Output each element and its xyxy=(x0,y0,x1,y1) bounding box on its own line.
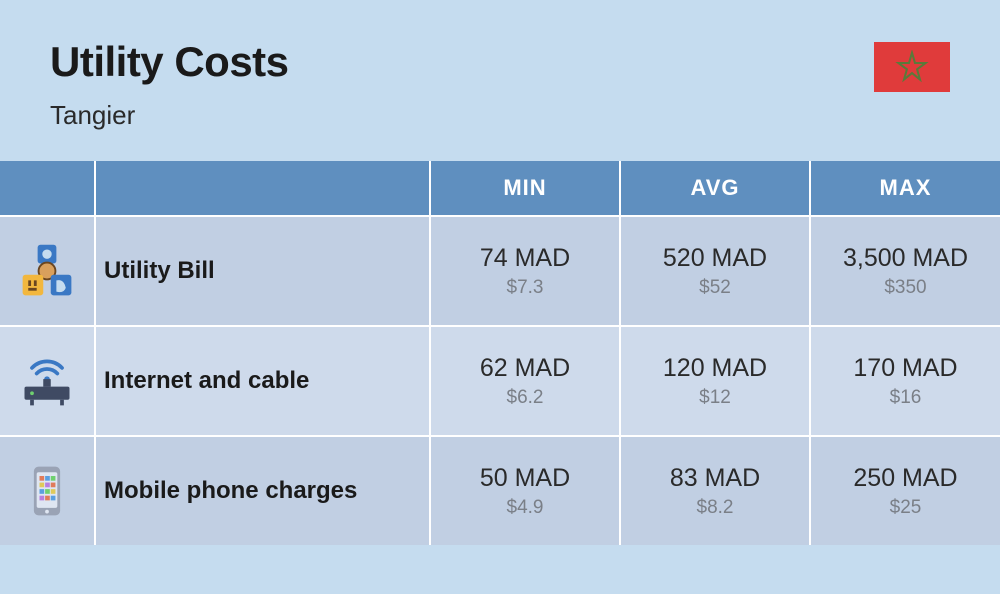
max-secondary: $25 xyxy=(811,497,1000,519)
cell-max: 170 MAD $16 xyxy=(810,326,1000,436)
mobile-phone-icon xyxy=(0,436,95,545)
cell-min: 74 MAD $7.3 xyxy=(430,216,620,326)
cell-max: 3,500 MAD $350 xyxy=(810,216,1000,326)
min-secondary: $7.3 xyxy=(431,277,619,299)
cell-min: 62 MAD $6.2 xyxy=(430,326,620,436)
cell-avg: 120 MAD $12 xyxy=(620,326,810,436)
row-label: Utility Bill xyxy=(95,216,430,326)
header-icon-blank xyxy=(0,161,95,216)
table-header-row: MIN AVG MAX xyxy=(0,161,1000,216)
min-secondary: $4.9 xyxy=(431,497,619,519)
table-row: Utility Bill 74 MAD $7.3 520 MAD $52 3,5… xyxy=(0,216,1000,326)
cell-min: 50 MAD $4.9 xyxy=(430,436,620,545)
page-title: Utility Costs xyxy=(50,38,289,86)
avg-primary: 520 MAD xyxy=(621,244,809,273)
col-avg: AVG xyxy=(620,161,810,216)
morocco-flag-icon xyxy=(874,42,950,92)
min-primary: 62 MAD xyxy=(431,354,619,383)
row-label: Internet and cable xyxy=(95,326,430,436)
cell-avg: 520 MAD $52 xyxy=(620,216,810,326)
max-secondary: $350 xyxy=(811,277,1000,299)
avg-primary: 83 MAD xyxy=(621,464,809,493)
avg-secondary: $8.2 xyxy=(621,497,809,519)
table-row: Internet and cable 62 MAD $6.2 120 MAD $… xyxy=(0,326,1000,436)
title-block: Utility Costs Tangier xyxy=(50,38,289,131)
table-row: Mobile phone charges 50 MAD $4.9 83 MAD … xyxy=(0,436,1000,545)
avg-secondary: $12 xyxy=(621,387,809,409)
cost-table: MIN AVG MAX xyxy=(0,161,1000,545)
min-secondary: $6.2 xyxy=(431,387,619,409)
min-primary: 74 MAD xyxy=(431,244,619,273)
page-subtitle: Tangier xyxy=(50,100,289,131)
row-label: Mobile phone charges xyxy=(95,436,430,545)
max-primary: 250 MAD xyxy=(811,464,1000,493)
max-primary: 3,500 MAD xyxy=(811,244,1000,273)
internet-cable-icon xyxy=(0,326,95,436)
col-min: MIN xyxy=(430,161,620,216)
page: Utility Costs Tangier MIN AVG MAX xyxy=(0,0,1000,594)
max-primary: 170 MAD xyxy=(811,354,1000,383)
min-primary: 50 MAD xyxy=(431,464,619,493)
header-label-blank xyxy=(95,161,430,216)
cell-avg: 83 MAD $8.2 xyxy=(620,436,810,545)
cell-max: 250 MAD $25 xyxy=(810,436,1000,545)
avg-primary: 120 MAD xyxy=(621,354,809,383)
avg-secondary: $52 xyxy=(621,277,809,299)
utility-bill-icon xyxy=(0,216,95,326)
max-secondary: $16 xyxy=(811,387,1000,409)
header: Utility Costs Tangier xyxy=(0,0,1000,161)
col-max: MAX xyxy=(810,161,1000,216)
